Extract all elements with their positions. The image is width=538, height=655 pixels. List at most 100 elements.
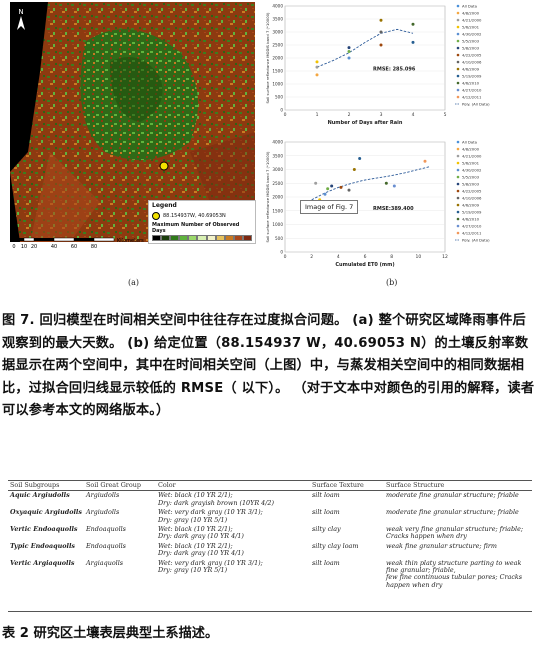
x-axis-label: Number of Days after Rain (328, 120, 403, 126)
scale-tick: 60 (71, 244, 77, 250)
legend-marker (456, 39, 460, 43)
x-tick-label: 5 (444, 112, 447, 118)
legend-marker (456, 74, 460, 78)
x-tick-label: 0 (284, 254, 287, 260)
x-tick-label: 6 (364, 254, 367, 260)
ramp-swatch (197, 235, 207, 241)
legend-marker (456, 140, 460, 144)
legend-marker (456, 217, 460, 221)
table-cell-great-group: Endoaquolls (86, 525, 126, 534)
table-cell-texture: silt loam (312, 508, 340, 517)
table-cell-structure: moderate fine granular structure; friabl… (386, 508, 519, 517)
legend-marker (456, 18, 460, 22)
table-row: Typic Endoaquolls Endoaquolls Wet: black (… (8, 542, 532, 559)
y-tick-label: 1500 (272, 208, 283, 213)
legend-label: All Data (462, 4, 477, 9)
legend-label: Poly. (All Data) (462, 102, 490, 107)
data-point (411, 22, 415, 26)
legend-label: 4/6/2010 (462, 81, 480, 86)
legend-label: 5/19/2009 (462, 210, 482, 215)
soil-table: Soil Subgroups Soil Great Group Color Su… (8, 479, 532, 590)
legend-label: 4/10/2006 (462, 60, 482, 65)
table-cell-color: Wet: black (10 YR 2/1); Dry: dark gray (… (158, 525, 244, 541)
x-tick-label: 2 (348, 112, 351, 118)
legend-marker (456, 46, 460, 50)
legend-label: 5/8/2003 (462, 182, 480, 187)
col-header: Surface Structure (384, 479, 532, 492)
rmse-annotation: RMSE:389.400 (373, 206, 414, 212)
x-tick-label: 3 (380, 112, 383, 118)
legend-label: 5/5/2003 (462, 39, 480, 44)
table-rule (8, 611, 532, 612)
legend-marker (456, 81, 460, 85)
legend-label: 4/6/2009 (462, 203, 480, 208)
data-point (330, 184, 334, 188)
legend-label: 4/12/2011 (462, 231, 482, 236)
table-cell-subgroup: Oxyaquic Argiudolls (10, 508, 82, 517)
data-point (315, 73, 319, 77)
data-point (379, 43, 383, 47)
ramp-swatch (233, 235, 243, 241)
table-cell-texture: silty clay loam (312, 541, 359, 550)
legend-marker (456, 175, 460, 179)
table-row: Vertic Endoaquolls Endoaquolls Wet: black … (8, 525, 532, 542)
map-raster (10, 2, 255, 242)
data-point (315, 65, 319, 69)
legend-label: 4/22/2005 (462, 189, 482, 194)
col-header: Surface Texture (310, 479, 384, 492)
legend-label: 4/30/2002 (462, 32, 482, 37)
legend-marker (456, 4, 460, 8)
series-line-poly (316, 28, 414, 68)
data-point (379, 30, 383, 34)
legend-marker (456, 32, 460, 36)
y-tick-label: 0 (280, 250, 283, 255)
data-point (326, 187, 330, 191)
legend-marker (456, 189, 460, 193)
legend-label: 4/21/2000 (462, 18, 482, 23)
y-tick-label: 3500 (272, 153, 283, 158)
scale-tick: 20 (31, 244, 37, 250)
table-cell-subgroup: Vertic Endoaquolls (10, 525, 78, 534)
table-cell-color: Wet: black (10 YR 2/1); Dry: dark grayis… (158, 491, 274, 507)
table-cell-color: Wet: black (10 YR 2/1); Dry: dark gray (… (158, 541, 244, 558)
data-point (352, 168, 356, 171)
x-tick-label: 12 (442, 254, 448, 260)
x-tick-label: 10 (415, 254, 421, 260)
data-point (384, 181, 388, 185)
scale-tick: 0 (12, 244, 15, 250)
legend-label: 4/27/2010 (462, 224, 482, 229)
legend-marker (456, 53, 460, 57)
chart-days-after-rain: 0 500 1000 1500 2000 2500 3000 3500 4000 0 1 2 3 4 5 Nu… (265, 4, 490, 127)
chart-cumulated-et0: 0 500 1000 1500 2000 2500 3000 3500 4000 0 2 4 6 8 10 1… (265, 140, 490, 269)
x-axis-label: Cumulated ET0 (mm) (335, 262, 394, 268)
table-cell-great-group: Argiaquolls (86, 558, 124, 567)
y-tick-label: 3000 (272, 167, 283, 172)
north-label: N (18, 8, 23, 16)
x-tick-label: 4 (412, 112, 415, 118)
y-tick-label: 500 (275, 236, 283, 241)
color-ramp (149, 235, 255, 241)
legend-label: 4/8/2000 (462, 11, 480, 16)
data-point (392, 184, 396, 188)
y-tick-label: 2000 (272, 56, 283, 61)
table-row: Aquic Argiudolls Argiudolls Wet: black (10… (8, 491, 532, 508)
scale-bar: 0 10 20 40 60 80 Kilometers (12, 236, 152, 250)
legend-marker (456, 60, 460, 64)
table-cell-color: Wet: very dark gray (10 YR 3/1); Dry: gr… (158, 558, 263, 575)
ramp-swatch (224, 235, 234, 241)
ramp-swatch (206, 235, 216, 241)
table-cell-great-group: Argiudolls (86, 508, 120, 517)
data-point (347, 56, 351, 60)
data-point (347, 46, 351, 50)
data-point (339, 185, 343, 189)
legend-label: 4/27/2010 (462, 88, 482, 93)
y-tick-label: 4000 (272, 4, 283, 9)
table-cell-texture: silt loam (312, 491, 340, 500)
figure-caption: 图 7. 回归模型在时间相关空间中往往存在过度拟合问题。 (a) 整个研究区域降… (2, 313, 535, 418)
data-point (347, 188, 351, 192)
rmse-annotation: RMSE: 285.096 (373, 66, 416, 72)
table-caption: 表 2 研究区土壤表层典型土系描述。 (2, 626, 219, 641)
legend-marker (456, 161, 460, 165)
legend-label: 4/8/2000 (462, 147, 480, 152)
legend-label: 4/12/2011 (462, 95, 482, 100)
